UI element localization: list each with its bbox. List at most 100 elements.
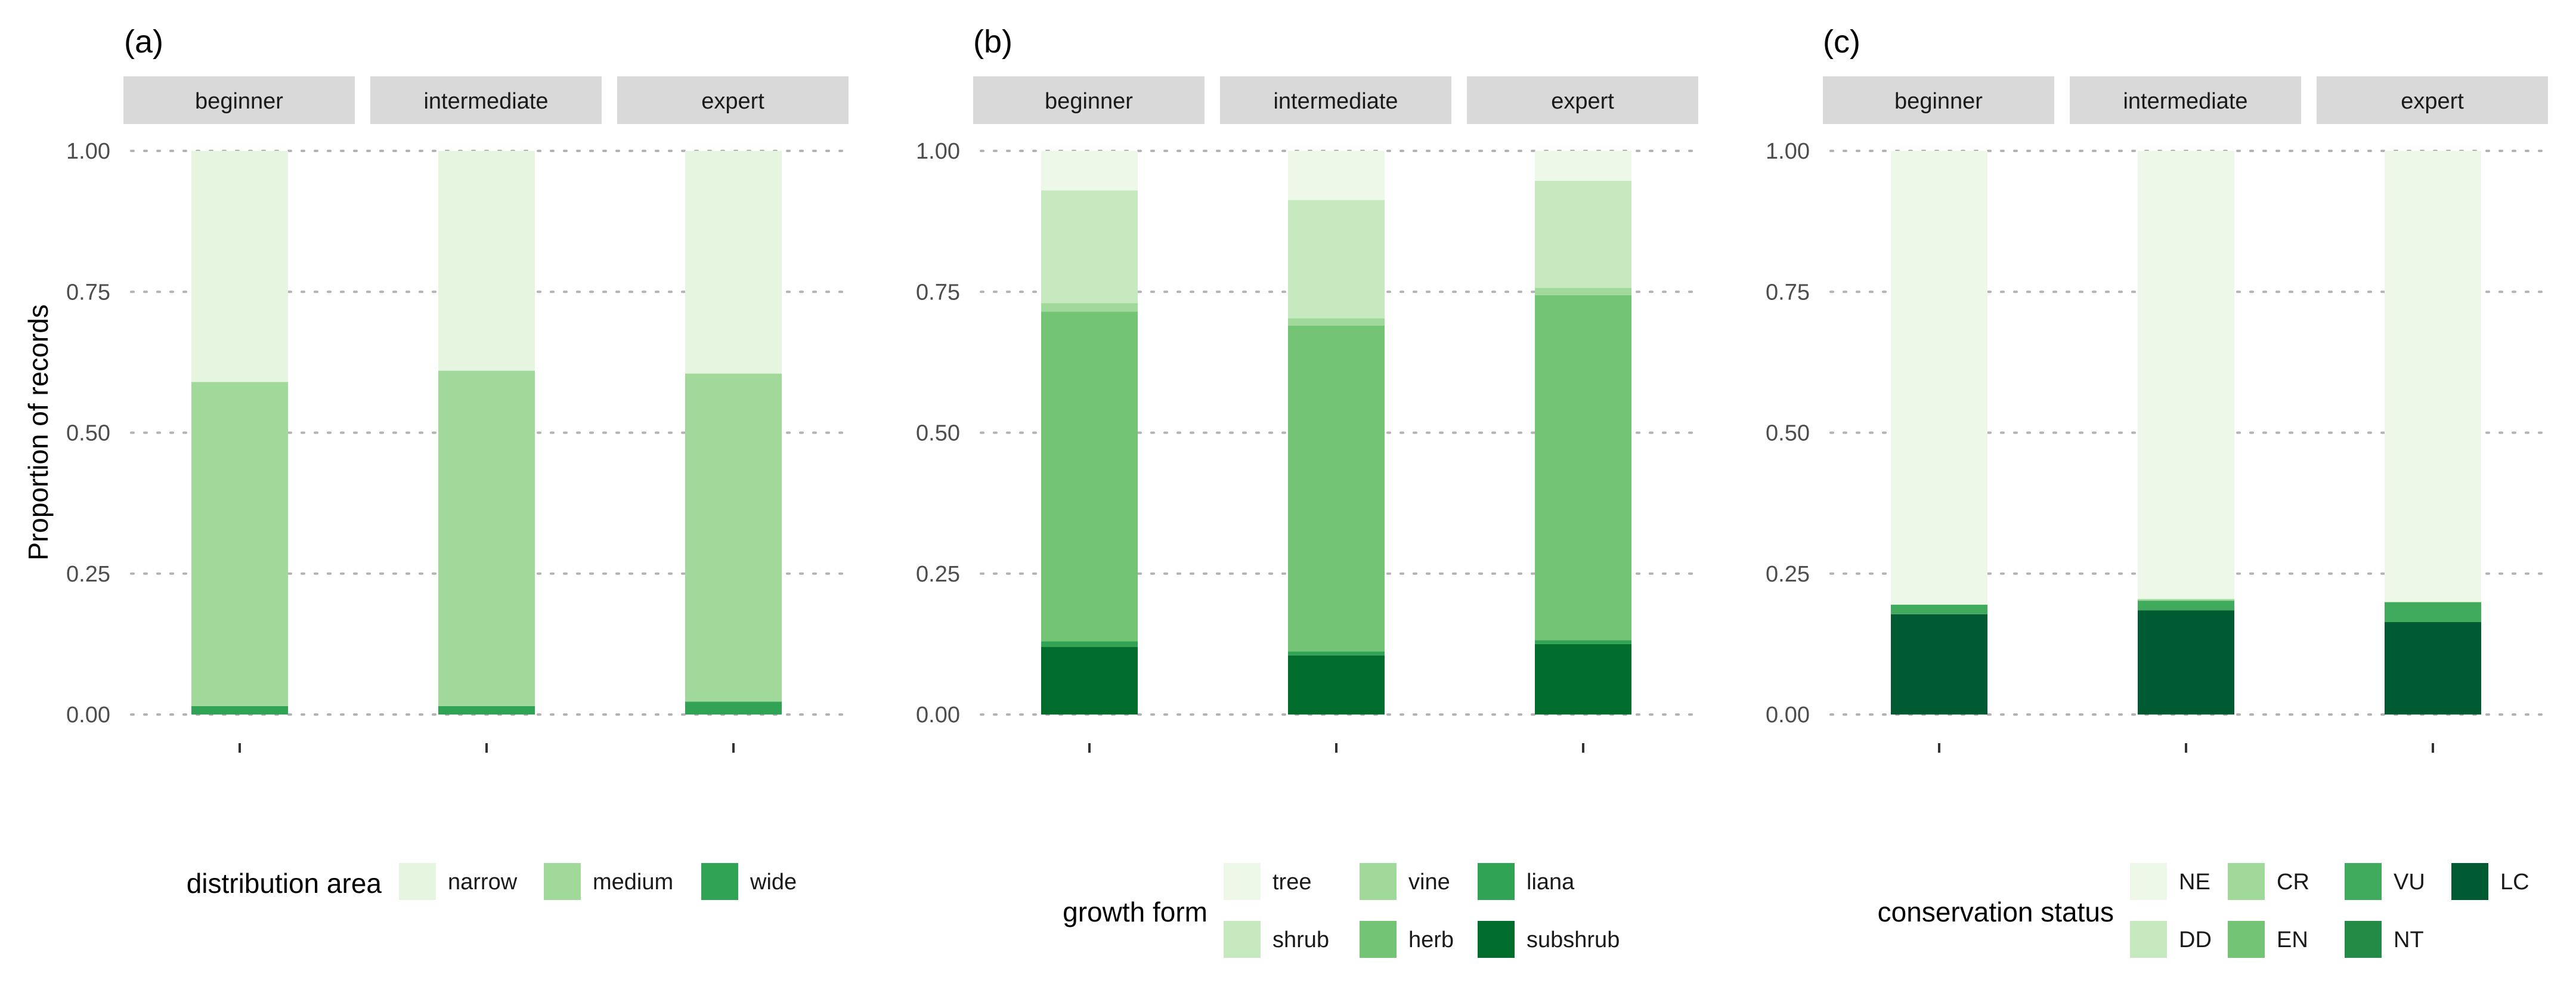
legend-key-shrub: [1224, 921, 1261, 958]
facet-strip: [123, 76, 355, 124]
legend-key-herb: [1360, 921, 1397, 958]
bar-segment-ne: [2138, 151, 2234, 599]
bar-segment-vine: [1535, 287, 1631, 295]
panel-3: (c) 0.00 0.25 0.50 0.75 1.00 beginner intermedi…: [1766, 24, 2550, 958]
bar-segment-subshrub: [1041, 647, 1138, 715]
facet-strip-label: beginner: [1045, 89, 1133, 114]
legend-key-tree: [1224, 863, 1261, 900]
facet-strip-label: beginner: [1894, 89, 1983, 114]
legend-key-liana: [1478, 863, 1515, 900]
legend-label: medium: [593, 870, 673, 895]
legend-key-wide: [701, 863, 738, 900]
legend-label: DD: [2179, 927, 2212, 952]
bar-segment-ne: [2385, 151, 2481, 602]
bar-segment-narrow: [685, 151, 782, 374]
facet-strip: [2317, 76, 2548, 124]
bar-segment-tree: [1288, 151, 1385, 200]
facet-strip: [1467, 76, 1698, 124]
bar-segment-shrub: [1288, 200, 1385, 318]
y-tick-label: 1.00: [916, 139, 960, 164]
facet-strip: [2070, 76, 2301, 124]
bar-segment-medium: [438, 370, 535, 706]
legend: growth form tree shrub vine herb liana subshru…: [1063, 863, 1620, 958]
bar-segment-narrow: [438, 151, 535, 371]
legend-key-cr: [2228, 863, 2265, 900]
facet-strip: [617, 76, 849, 124]
legend-key-ne: [2130, 863, 2167, 900]
legend-label: subshrub: [1527, 927, 1620, 952]
legend-label: NE: [2179, 870, 2210, 895]
bar-segment-herb: [1041, 311, 1138, 642]
facet-strip: [1823, 76, 2054, 124]
y-tick-label: 0.75: [916, 280, 960, 305]
y-tick-label: 1.00: [66, 139, 110, 164]
bar-segment-liana: [1535, 640, 1631, 644]
bar-segment-tree: [1041, 151, 1138, 191]
y-tick-label: 0.00: [1766, 703, 1810, 728]
y-tick-label: 0.50: [66, 421, 110, 446]
bar-segment-subshrub: [1535, 644, 1631, 715]
legend-label: tree: [1272, 870, 1311, 895]
facet-strip-label: expert: [1551, 89, 1614, 114]
bar-segment-vine: [1041, 303, 1138, 312]
panel-label: (b): [973, 24, 1013, 60]
legend-key-dd: [2130, 921, 2167, 958]
legend-key-medium: [544, 863, 581, 900]
y-tick-label: 0.25: [1766, 562, 1810, 587]
bar-segment-lc: [2138, 610, 2234, 715]
panel-label: (a): [124, 24, 163, 60]
y-tick-label: 0.50: [916, 421, 960, 446]
y-tick-label: 0.00: [66, 703, 110, 728]
facet-strip-label: expert: [701, 89, 764, 114]
facet-strip-label: intermediate: [2123, 89, 2247, 114]
facet-strip-label: intermediate: [1273, 89, 1398, 114]
bar-segment-vu: [2385, 602, 2481, 623]
bar-segment-medium: [191, 382, 288, 706]
bar-segment-herb: [1535, 295, 1631, 641]
legend-title: distribution area: [187, 868, 382, 899]
y-tick-label: 0.25: [916, 562, 960, 587]
bar-segment-wide: [685, 701, 782, 715]
y-tick-label: 0.25: [66, 562, 110, 587]
panel-1: (a) 0.00 0.25 0.50 0.75 1.00 beginner intermedi…: [66, 24, 851, 900]
legend-label: wide: [750, 870, 797, 895]
bar-segment-subshrub: [1288, 655, 1385, 715]
legend-title: conservation status: [1878, 896, 2114, 927]
legend-label: liana: [1527, 870, 1575, 895]
legend-key-narrow: [399, 863, 436, 900]
panel-label: (c): [1823, 24, 1860, 60]
bar-segment-medium: [685, 373, 782, 702]
bar-segment-cr: [2138, 599, 2234, 601]
y-tick-label: 0.75: [1766, 280, 1810, 305]
legend-label: VU: [2394, 870, 2425, 895]
y-tick-label: 0.75: [66, 280, 110, 305]
bar-segment-narrow: [191, 151, 288, 382]
bar-segment-vu: [1891, 604, 1987, 614]
facet-strip-label: expert: [2401, 89, 2464, 114]
bar-segment-shrub: [1041, 190, 1138, 304]
y-tick-label: 0.50: [1766, 421, 1810, 446]
facet-strip-label: intermediate: [423, 89, 548, 114]
bar-segment-liana: [1041, 641, 1138, 647]
legend-label: CR: [2277, 870, 2309, 895]
legend-key-en: [2228, 921, 2265, 958]
bar-segment-wide: [438, 706, 535, 715]
legend-title: growth form: [1063, 896, 1208, 927]
legend-label: EN: [2277, 927, 2308, 952]
bar-segment-liana: [1288, 651, 1385, 655]
bar-segment-herb: [1288, 325, 1385, 652]
legend-label: shrub: [1272, 927, 1329, 952]
y-tick-label: 0.00: [916, 703, 960, 728]
legend: conservation status NE DD CR EN VU NT LC: [1878, 863, 2529, 958]
legend-label: narrow: [448, 870, 518, 895]
legend-key-subshrub: [1478, 921, 1515, 958]
legend-key-nt: [2345, 921, 2382, 958]
bar-segment-wide: [191, 706, 288, 715]
legend-label: NT: [2394, 927, 2424, 952]
facet-strip: [1220, 76, 1451, 124]
y-tick-label: 1.00: [1766, 139, 1810, 164]
bar-segment-shrub: [1535, 181, 1631, 288]
legend: distribution area narrow medium wide: [187, 863, 797, 900]
bar-segment-vu: [2138, 601, 2234, 611]
